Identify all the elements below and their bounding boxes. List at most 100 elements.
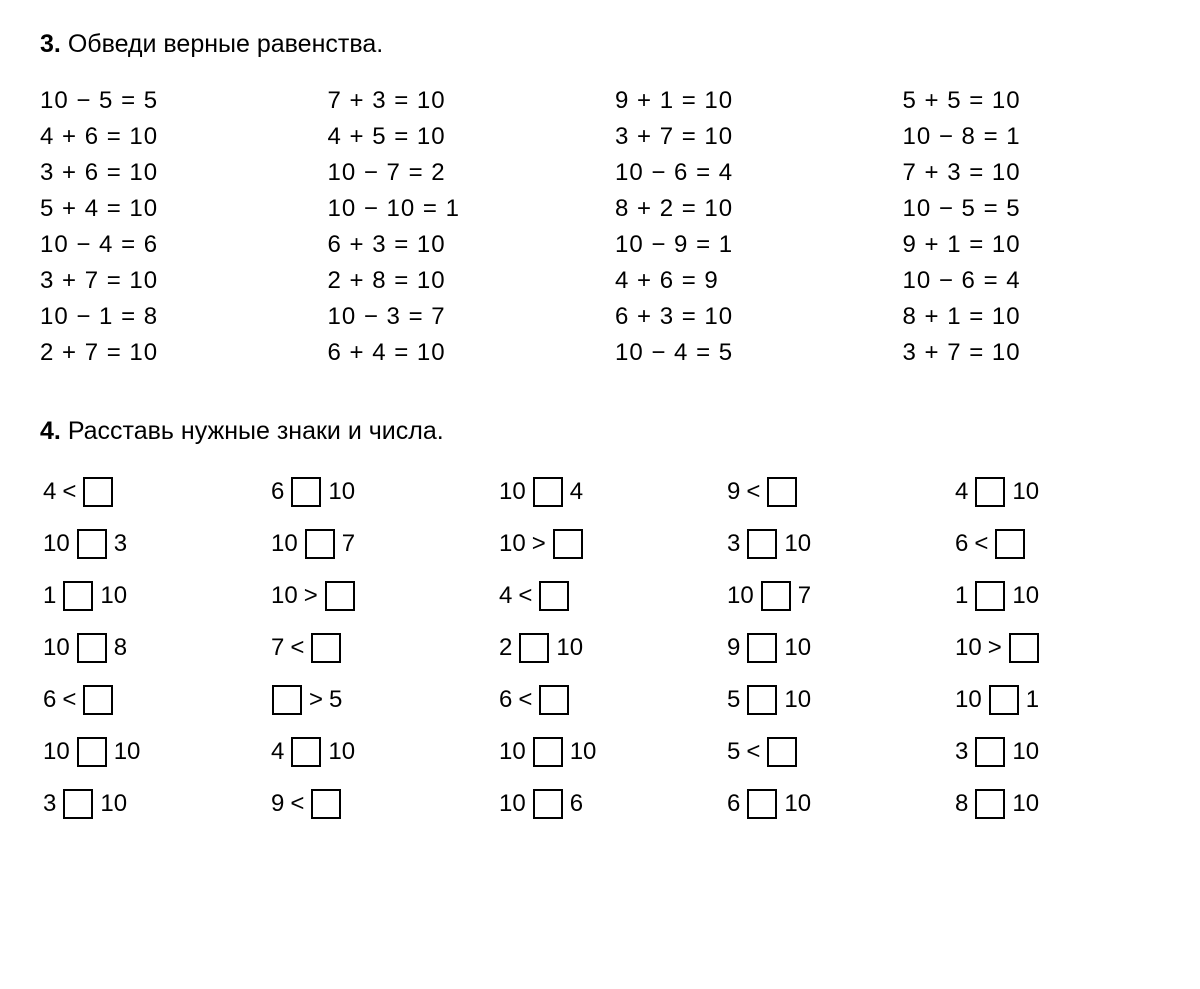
comparison-token: 10 [556,634,583,662]
equation-row: 6 + 3 = 10 [615,303,873,331]
blank-box[interactable] [1009,633,1039,663]
comparison-row: 6< [496,682,704,718]
blank-box[interactable] [975,737,1005,767]
comparison-token: < [746,738,760,766]
equation-column: 10 − 5 = 54 + 6 = 103 + 6 = 105 + 4 = 10… [40,87,298,367]
equation-row: 10 − 6 = 4 [903,267,1161,295]
equation-row: 10 − 7 = 2 [328,159,586,187]
comparison-row: 610 [268,474,476,510]
comparison-row: 6< [40,682,248,718]
comparison-token: 10 [1012,582,1039,610]
blank-box[interactable] [533,789,563,819]
blank-box[interactable] [995,529,1025,559]
comparison-token: 10 [43,738,70,766]
blank-box[interactable] [975,581,1005,611]
comparison-token: 10 [1012,738,1039,766]
equation-row: 10 − 5 = 5 [903,195,1161,223]
comparison-token: < [62,686,76,714]
blank-box[interactable] [311,789,341,819]
blank-box[interactable] [533,477,563,507]
comparison-token: 6 [43,686,56,714]
blank-box[interactable] [539,685,569,715]
blank-box[interactable] [975,789,1005,819]
comparison-token: 10 [784,530,811,558]
comparison-token: 10 [1012,790,1039,818]
equation-row: 10 − 9 = 1 [615,231,873,259]
comparison-token: 10 [271,582,298,610]
equation-row: 10 − 4 = 5 [615,339,873,367]
comparison-token: 5 [329,686,342,714]
comparison-token: < [518,582,532,610]
comparison-column: 10410>4<2106<1010106 [496,474,704,822]
blank-box[interactable] [63,789,93,819]
comparison-token: < [290,634,304,662]
blank-box[interactable] [77,529,107,559]
comparison-token: 6 [499,686,512,714]
comparison-row: 510 [724,682,932,718]
blank-box[interactable] [305,529,335,559]
comparison-token: 10 [784,686,811,714]
blank-box[interactable] [272,685,302,715]
blank-box[interactable] [77,737,107,767]
blank-box[interactable] [311,633,341,663]
comparison-token: 10 [570,738,597,766]
comparison-row: 4< [496,578,704,614]
comparison-token: 3 [43,790,56,818]
comparison-token: < [62,478,76,506]
blank-box[interactable] [767,737,797,767]
equation-row: 4 + 5 = 10 [328,123,586,151]
blank-box[interactable] [325,581,355,611]
equation-row: 2 + 8 = 10 [328,267,586,295]
comparison-token: < [746,478,760,506]
blank-box[interactable] [747,633,777,663]
equation-column: 5 + 5 = 1010 − 8 = 17 + 3 = 1010 − 5 = 5… [903,87,1161,367]
equation-row: 10 − 3 = 7 [328,303,586,331]
blank-box[interactable] [83,685,113,715]
equation-row: 5 + 5 = 10 [903,87,1161,115]
comparison-row: 104 [496,474,704,510]
equation-row: 3 + 7 = 10 [40,267,298,295]
comparison-token: 10 [328,738,355,766]
comparison-row: >5 [268,682,476,718]
equation-row: 4 + 6 = 9 [615,267,873,295]
blank-box[interactable] [747,685,777,715]
comparison-token: 10 [114,738,141,766]
blank-box[interactable] [63,581,93,611]
task4-title: Расставь нужные знаки и числа. [68,417,444,445]
blank-box[interactable] [77,633,107,663]
blank-box[interactable] [533,737,563,767]
comparison-token: 1 [955,582,968,610]
blank-box[interactable] [291,737,321,767]
blank-box[interactable] [83,477,113,507]
blank-box[interactable] [291,477,321,507]
comparison-token: > [532,530,546,558]
blank-box[interactable] [519,633,549,663]
blank-box[interactable] [989,685,1019,715]
comparison-token: 10 [328,478,355,506]
comparison-token: > [304,582,318,610]
equation-row: 8 + 2 = 10 [615,195,873,223]
comparison-token: 6 [570,790,583,818]
comparison-row: 410 [268,734,476,770]
comparison-token: 8 [955,790,968,818]
equation-row: 10 − 4 = 6 [40,231,298,259]
comparison-row: 310 [724,526,932,562]
blank-box[interactable] [553,529,583,559]
blank-box[interactable] [975,477,1005,507]
comparison-token: 10 [43,530,70,558]
comparison-row: 9< [268,786,476,822]
equation-row: 8 + 1 = 10 [903,303,1161,331]
blank-box[interactable] [747,789,777,819]
blank-box[interactable] [747,529,777,559]
blank-box[interactable] [539,581,569,611]
comparison-row: 4< [40,474,248,510]
comparison-token: > [309,686,323,714]
blank-box[interactable] [767,477,797,507]
comparison-row: 103 [40,526,248,562]
comparison-token: 10 [271,530,298,558]
task3-title: Обведи верные равенства. [68,30,383,58]
comparison-row: 5< [724,734,932,770]
comparison-token: > [988,634,1002,662]
blank-box[interactable] [761,581,791,611]
comparison-row: 210 [496,630,704,666]
